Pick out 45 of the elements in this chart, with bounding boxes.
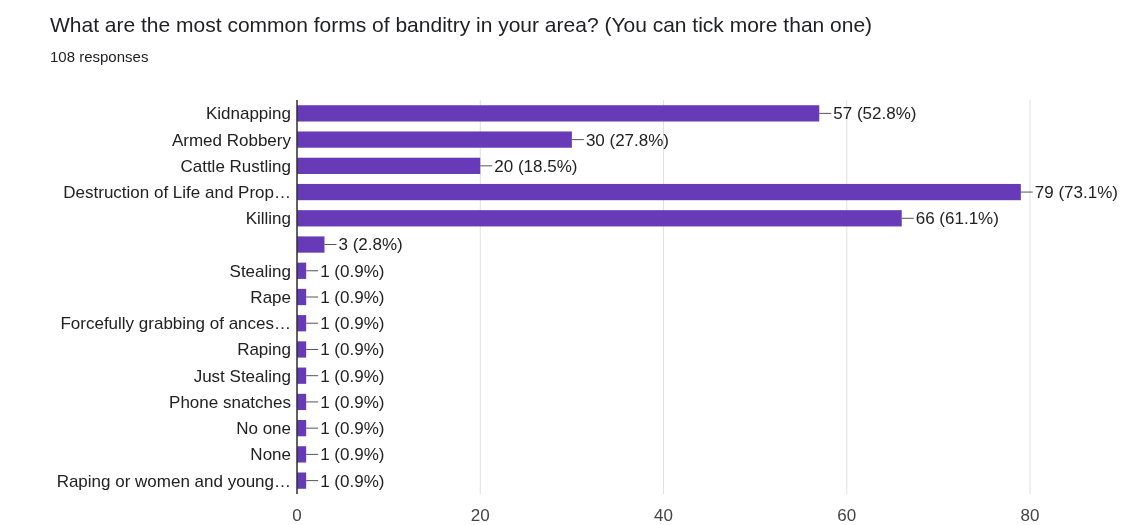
bar xyxy=(297,341,307,358)
y-tick-label: Destruction of Life and Prop… xyxy=(63,183,291,203)
y-tick-label: Raping or women and young… xyxy=(56,471,291,491)
y-tick-label: No one xyxy=(236,419,291,439)
data-label: 30 (27.8%) xyxy=(585,130,670,150)
data-label: 1 (0.9%) xyxy=(320,287,385,307)
y-tick-label: Phone snatches xyxy=(169,392,291,412)
bar xyxy=(297,446,307,463)
y-tick-label: Rape xyxy=(250,287,291,307)
data-label: 20 (18.5%) xyxy=(494,156,578,176)
data-label: 1 (0.9%) xyxy=(320,366,385,386)
bar xyxy=(297,131,572,148)
chart-title: What are the most common forms of banditry in your area? (You can tick more than one) xyxy=(50,13,873,36)
y-tick-label: None xyxy=(250,445,291,465)
data-label: 79 (73.1%) xyxy=(1034,183,1119,203)
y-tick-label: Armed Robbery xyxy=(171,130,292,150)
x-tick-label: 20 xyxy=(470,506,490,525)
y-tick-label: Stealing xyxy=(229,261,291,281)
y-tick-label: Raping xyxy=(237,340,291,360)
y-tick-label: Forcefully grabbing of ances… xyxy=(60,314,291,334)
x-tick-label: 40 xyxy=(654,506,673,525)
bar xyxy=(297,472,307,489)
data-label: 1 (0.9%) xyxy=(320,445,385,465)
bar xyxy=(297,183,1021,201)
data-label: 1 (0.9%) xyxy=(320,261,385,281)
data-label: 1 (0.9%) xyxy=(320,314,385,334)
data-label: 3 (2.8%) xyxy=(338,235,403,255)
data-label: 1 (0.9%) xyxy=(320,392,385,412)
bar xyxy=(297,236,325,253)
data-label: 1 (0.9%) xyxy=(320,419,385,439)
bar xyxy=(297,105,820,122)
bar xyxy=(297,157,481,174)
y-tick-label: Kidnapping xyxy=(205,104,291,124)
data-label: 57 (52.8%) xyxy=(833,104,917,124)
x-tick-label: 60 xyxy=(837,506,857,525)
text: 108 responses xyxy=(50,48,149,65)
y-tick-label: Killing xyxy=(245,209,291,229)
data-label: 1 (0.9%) xyxy=(320,340,385,360)
x-tick-label: 80 xyxy=(1020,506,1040,525)
data-label: 1 (0.9%) xyxy=(320,471,385,491)
bar xyxy=(297,210,902,227)
y-tick-label: Just Stealing xyxy=(193,366,291,386)
y-tick-label: Cattle Rustling xyxy=(180,156,291,176)
x-tick-label: 0 xyxy=(292,506,302,525)
data-label: 66 (61.1%) xyxy=(915,209,999,229)
